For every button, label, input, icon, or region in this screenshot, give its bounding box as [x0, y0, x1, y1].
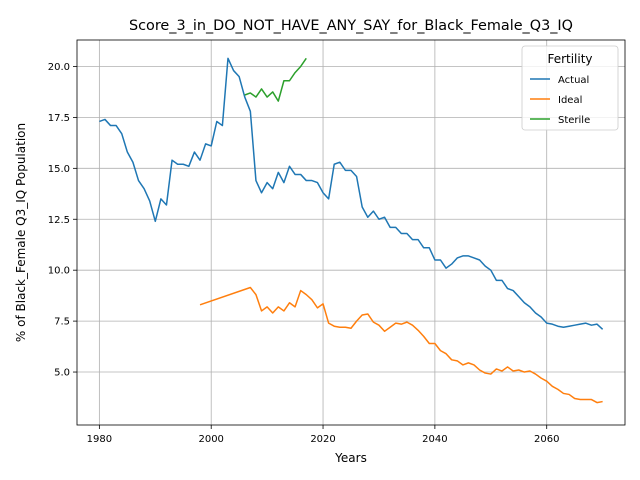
y-tick-label: 17.5	[48, 113, 70, 124]
legend-title: Fertility	[547, 52, 592, 66]
legend-label-ideal: Ideal	[558, 95, 582, 106]
series-line-ideal	[199, 286, 603, 404]
legend-label-actual: Actual	[558, 75, 589, 86]
y-tick-label: 10.0	[48, 266, 70, 277]
x-tick-label: 1980	[87, 434, 112, 445]
x-tick-label: 2040	[422, 434, 447, 445]
y-tick-label: 12.5	[48, 215, 70, 226]
plot-frame	[76, 39, 626, 426]
y-tick-label: 15.0	[48, 164, 70, 175]
legend-items: Actual Ideal Sterile	[530, 75, 590, 126]
x-tick-label: 2020	[310, 434, 335, 445]
y-tick-label: 7.5	[54, 317, 70, 328]
legend-box	[521, 45, 619, 131]
x-axis-label: Years	[334, 451, 367, 465]
grid	[77, 40, 625, 425]
chart-title: Score_3_in_DO_NOT_HAVE_ANY_SAY_for_Black…	[129, 18, 573, 34]
y-tick-label: 20.0	[48, 62, 70, 73]
axis-ticks: 1980 2000 2020 2040 2060 5.0 7.5 10.0 12.5 15.0 17…	[48, 62, 560, 445]
series-line-sterile	[244, 57, 307, 102]
x-tick-label: 2060	[534, 434, 559, 445]
series-lines	[99, 57, 604, 404]
series-line-actual	[99, 57, 604, 330]
x-tick-label: 2000	[198, 434, 223, 445]
legend-label-sterile: Sterile	[558, 115, 590, 126]
y-tick-label: 5.0	[54, 368, 70, 379]
legend: Fertility Actual Ideal Sterile	[521, 45, 619, 131]
y-axis-label: % of Black_Female Q3_IQ Population	[14, 123, 28, 342]
